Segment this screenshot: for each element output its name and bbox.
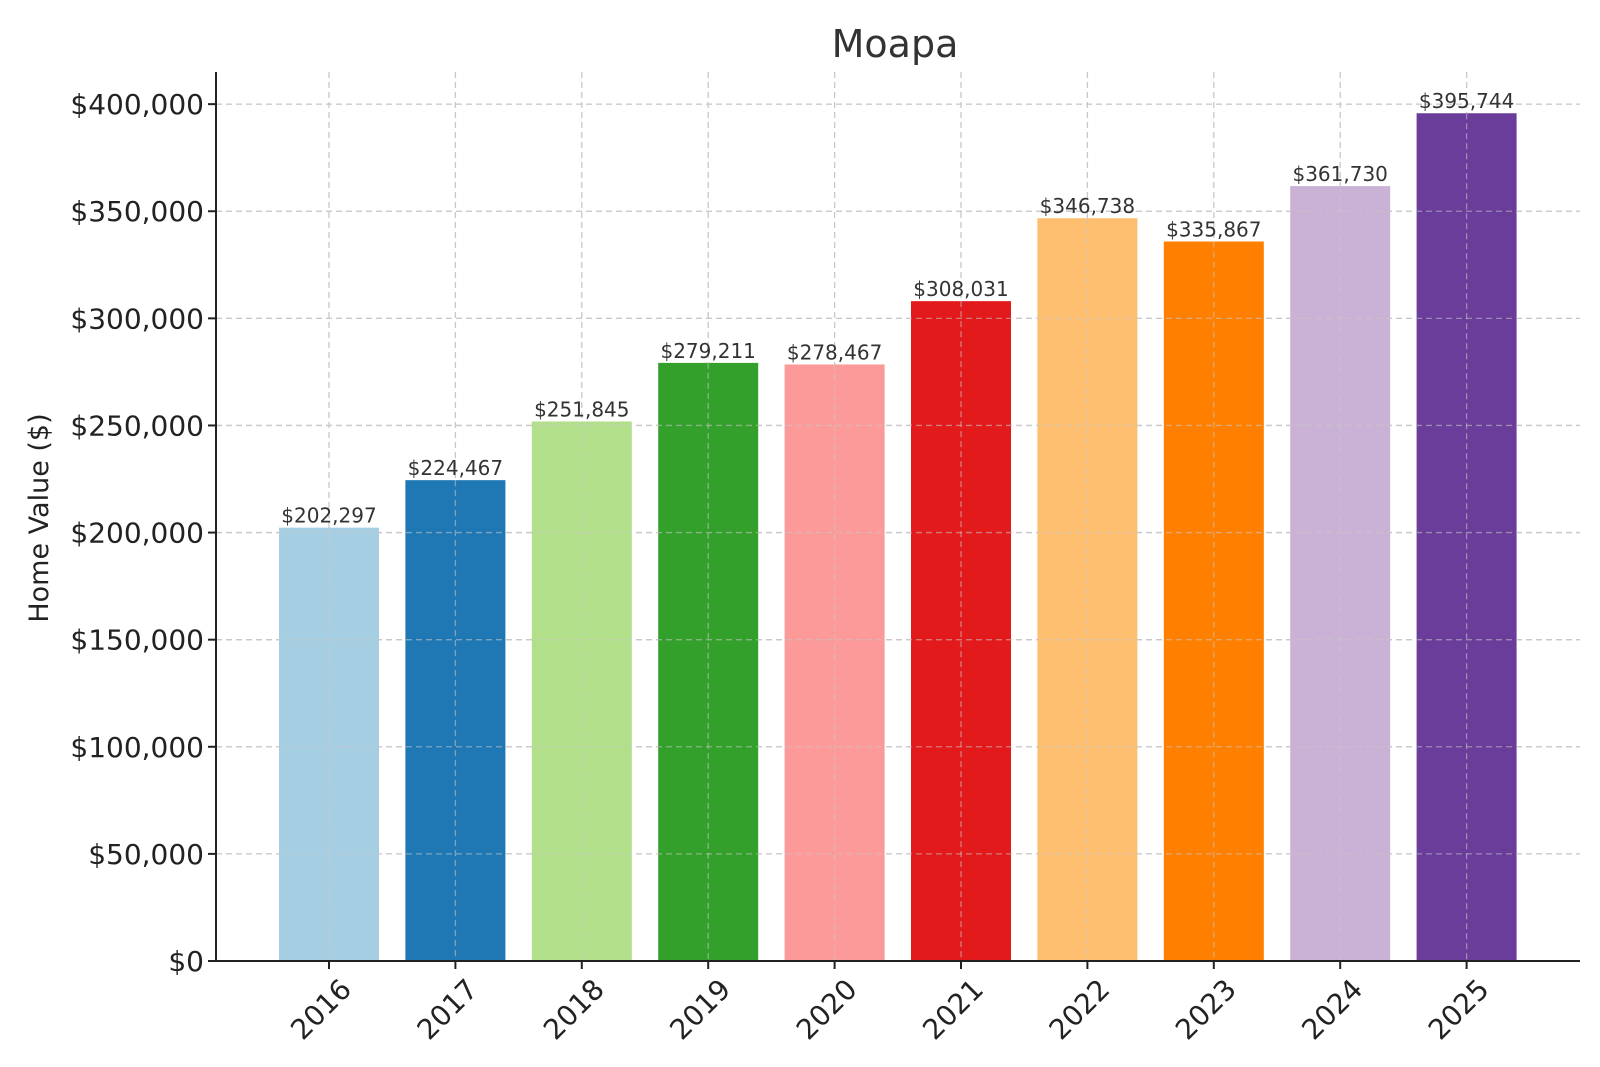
- data-label-2018: $251,845: [534, 398, 629, 422]
- data-label-2017: $224,467: [408, 456, 503, 480]
- x-tick-label-2020: 2020: [790, 973, 864, 1047]
- bar-2018: [531, 421, 632, 962]
- x-axis-ticks: 2016 2017 2018 2019 2020 2021 2022 2023 2024 2025: [284, 961, 1496, 1047]
- y-tick-label: $300,000: [70, 302, 204, 335]
- chart-title: Moapa: [832, 22, 959, 66]
- data-labels: $202,297 $224,467 $251,845 $279,211 $278,467…: [281, 89, 1514, 527]
- x-tick-label-2024: 2024: [1295, 973, 1369, 1047]
- y-axis-label: Home Value ($): [24, 413, 55, 622]
- bar-2021: [911, 301, 1011, 961]
- data-label-2021: $308,031: [913, 277, 1008, 301]
- y-tick-label: $100,000: [70, 731, 204, 764]
- y-tick-label: $0: [168, 945, 204, 978]
- bar-2023: [1163, 241, 1264, 961]
- x-tick-label-2018: 2018: [537, 973, 611, 1047]
- y-axis-ticks: $0 $50,000 $100,000 $150,000 $200,000 $250,00…: [70, 88, 216, 978]
- bar-2020: [784, 364, 885, 962]
- data-label-2023: $335,867: [1166, 218, 1261, 242]
- bars: [279, 113, 1517, 962]
- y-tick-label: $200,000: [70, 517, 204, 550]
- data-label-2016: $202,297: [281, 504, 376, 528]
- data-label-2020: $278,467: [787, 340, 882, 364]
- data-label-2024: $361,730: [1292, 162, 1387, 186]
- y-tick-label: $250,000: [70, 409, 204, 442]
- bar-2019: [658, 362, 759, 961]
- data-label-2019: $279,211: [660, 339, 755, 363]
- data-label-2025: $395,744: [1419, 89, 1514, 113]
- x-tick-label-2025: 2025: [1422, 973, 1496, 1047]
- x-tick-label-2017: 2017: [411, 973, 485, 1047]
- y-tick-label: $150,000: [70, 624, 204, 657]
- x-tick-label-2023: 2023: [1169, 973, 1243, 1047]
- x-tick-label-2019: 2019: [663, 973, 737, 1047]
- y-tick-label: $50,000: [88, 838, 204, 871]
- x-tick-label-2016: 2016: [284, 973, 358, 1047]
- y-tick-label: $350,000: [70, 195, 204, 228]
- data-label-2022: $346,738: [1040, 194, 1135, 218]
- y-tick-label: $400,000: [70, 88, 204, 121]
- bar-2024: [1290, 186, 1391, 961]
- bar-gridline-overlay: [216, 103, 1580, 961]
- x-tick-label-2022: 2022: [1043, 973, 1117, 1047]
- x-tick-label-2021: 2021: [916, 973, 990, 1047]
